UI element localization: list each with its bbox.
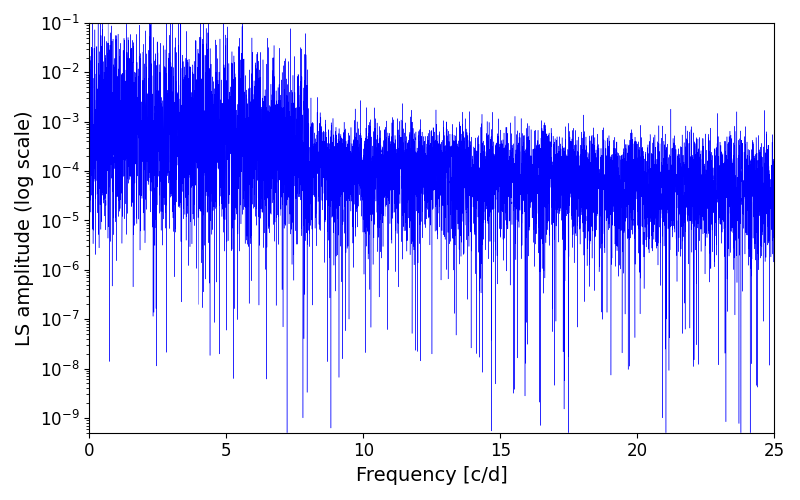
X-axis label: Frequency [c/d]: Frequency [c/d]: [356, 466, 508, 485]
Y-axis label: LS amplitude (log scale): LS amplitude (log scale): [15, 110, 34, 346]
